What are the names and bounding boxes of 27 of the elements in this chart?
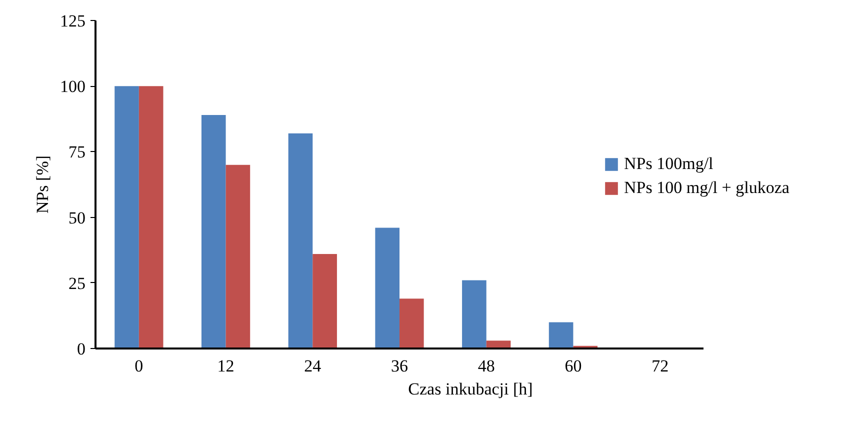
y-tick-label: 100	[60, 77, 86, 96]
y-tick-label: 50	[68, 208, 86, 228]
y-tick-label: 75	[68, 142, 86, 162]
x-tick-label: 36	[391, 356, 408, 376]
bar	[375, 228, 400, 348]
x-tick-label: 24	[304, 356, 322, 376]
legend-label: NPs 100 mg/l + glukoza	[624, 178, 790, 198]
legend-label: NPs 100mg/l	[624, 154, 714, 174]
x-tick-label: 48	[478, 356, 495, 376]
x-tick-label: 60	[564, 356, 582, 376]
bar	[138, 86, 164, 348]
bar	[288, 133, 313, 348]
x-axis-title: Czas inkubacji [h]	[408, 380, 533, 398]
bar	[201, 114, 226, 348]
x-tick-label: 0	[134, 356, 144, 376]
y-tick-label: 0	[77, 340, 86, 358]
y-tick-label: 125	[60, 12, 86, 30]
y-tick-label: 25	[68, 274, 86, 293]
y-axis-title: NPs [%]	[33, 155, 52, 214]
bar	[226, 164, 250, 348]
bar	[312, 254, 337, 348]
x-tick-label: 12	[217, 356, 234, 376]
bar	[548, 322, 574, 348]
bar	[114, 86, 139, 348]
bar	[462, 280, 486, 348]
x-tick-label: 72	[652, 356, 669, 376]
bar	[400, 298, 424, 348]
